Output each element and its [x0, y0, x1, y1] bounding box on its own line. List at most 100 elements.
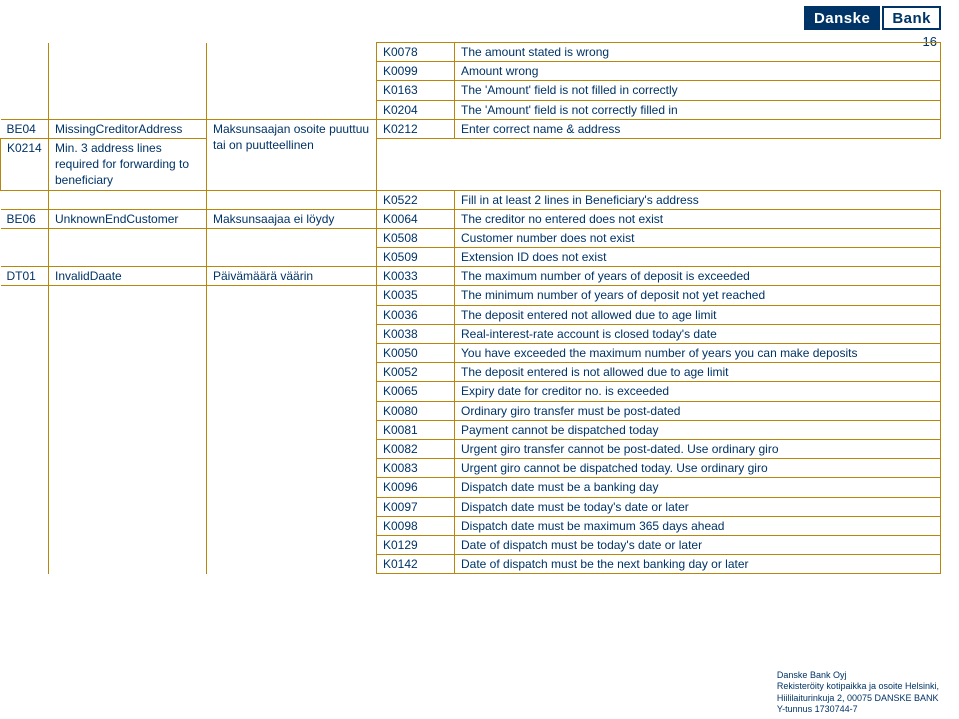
description-cell: The creditor no entered does not exist [455, 209, 941, 228]
code-cell: K0508 [377, 228, 455, 247]
code-cell: K0080 [377, 401, 455, 420]
table-row: K0097Dispatch date must be today's date … [1, 497, 941, 516]
description-cell: The minimum number of years of deposit n… [455, 286, 941, 305]
empty-cell [49, 190, 207, 209]
footer-line: Danske Bank Oyj [777, 670, 939, 681]
empty-cell [207, 439, 377, 458]
table-row: K0214Min. 3 address lines required for f… [1, 138, 941, 190]
error-group-code: BE06 [1, 209, 49, 228]
empty-cell [207, 190, 377, 209]
footer-line: Hiililaiturinkuja 2, 00075 DANSKE BANK [777, 693, 939, 704]
code-cell: K0052 [377, 363, 455, 382]
table-row: K0082Urgent giro transfer cannot be post… [1, 439, 941, 458]
table-row: K0509Extension ID does not exist [1, 248, 941, 267]
code-cell: K0099 [377, 62, 455, 81]
empty-cell [207, 382, 377, 401]
table-row: K0204The 'Amount' field is not correctly… [1, 100, 941, 119]
logo-bank: Bank [882, 6, 941, 30]
empty-cell [1, 535, 49, 554]
code-cell: K0065 [377, 382, 455, 401]
code-cell: K0163 [377, 81, 455, 100]
table-row: K0142Date of dispatch must be the next b… [1, 555, 941, 574]
description-cell: Date of dispatch must be the next bankin… [455, 555, 941, 574]
empty-cell [207, 555, 377, 574]
error-group-desc: Maksunsaajaa ei löydy [207, 209, 377, 228]
empty-cell [1, 324, 49, 343]
codes-table: K0078The amount stated is wrong K0099Amo… [0, 42, 941, 574]
description-cell: The amount stated is wrong [455, 43, 941, 62]
table-row: K0050You have exceeded the maximum numbe… [1, 344, 941, 363]
table-row: K0035The minimum number of years of depo… [1, 286, 941, 305]
empty-cell [49, 81, 207, 100]
empty-cell [1, 62, 49, 81]
empty-cell [207, 363, 377, 382]
description-cell: The deposit entered not allowed due to a… [455, 305, 941, 324]
description-cell: The 'Amount' field is not filled in corr… [455, 81, 941, 100]
table-row: K0099Amount wrong [1, 62, 941, 81]
empty-cell [207, 305, 377, 324]
description-cell: The deposit entered is not allowed due t… [455, 363, 941, 382]
description-cell: Customer number does not exist [455, 228, 941, 247]
empty-cell [49, 62, 207, 81]
code-cell: K0098 [377, 516, 455, 535]
table-row: BE04MissingCreditorAddressMaksunsaajan o… [1, 119, 941, 138]
table-row: K0083Urgent giro cannot be dispatched to… [1, 459, 941, 478]
error-group-name: InvalidDaate [49, 267, 207, 286]
description-cell: You have exceeded the maximum number of … [455, 344, 941, 363]
description-cell: Enter correct name & address [455, 119, 941, 138]
code-cell: K0142 [377, 555, 455, 574]
empty-cell [1, 248, 49, 267]
table-row: K0098Dispatch date must be maximum 365 d… [1, 516, 941, 535]
empty-cell [1, 555, 49, 574]
code-cell: K0204 [377, 100, 455, 119]
table-row: K0508Customer number does not exist [1, 228, 941, 247]
empty-cell [207, 535, 377, 554]
table-row: K0096Dispatch date must be a banking day [1, 478, 941, 497]
description-cell: Date of dispatch must be today's date or… [455, 535, 941, 554]
empty-cell [1, 459, 49, 478]
error-group-code: BE04 [1, 119, 49, 138]
description-cell: Payment cannot be dispatched today [455, 420, 941, 439]
empty-cell [207, 228, 377, 247]
table-row: K0078The amount stated is wrong [1, 43, 941, 62]
empty-cell [207, 420, 377, 439]
table-row: DT01InvalidDaatePäivämäärä väärinK0033Th… [1, 267, 941, 286]
error-group-name: MissingCreditorAddress [49, 119, 207, 138]
code-cell: K0212 [377, 119, 455, 138]
empty-cell [49, 439, 207, 458]
code-cell: K0522 [377, 190, 455, 209]
empty-cell [1, 382, 49, 401]
empty-cell [49, 535, 207, 554]
description-cell: Real-interest-rate account is closed tod… [455, 324, 941, 343]
empty-cell [1, 100, 49, 119]
empty-cell [49, 363, 207, 382]
empty-cell [49, 516, 207, 535]
description-cell: Min. 3 address lines required for forwar… [49, 138, 207, 190]
code-cell: K0509 [377, 248, 455, 267]
empty-cell [49, 305, 207, 324]
empty-cell [1, 286, 49, 305]
description-cell: Fill in at least 2 lines in Beneficiary'… [455, 190, 941, 209]
empty-cell [207, 248, 377, 267]
empty-cell [1, 344, 49, 363]
empty-cell [49, 459, 207, 478]
error-group-code: DT01 [1, 267, 49, 286]
code-cell: K0096 [377, 478, 455, 497]
empty-cell [49, 420, 207, 439]
code-cell: K0064 [377, 209, 455, 228]
table-row: K0065Expiry date for creditor no. is exc… [1, 382, 941, 401]
empty-cell [207, 478, 377, 497]
error-group-desc: Päivämäärä väärin [207, 267, 377, 286]
code-cell: K0038 [377, 324, 455, 343]
code-cell: K0036 [377, 305, 455, 324]
code-cell: K0097 [377, 497, 455, 516]
empty-cell [1, 478, 49, 497]
empty-cell [207, 100, 377, 119]
empty-cell [49, 478, 207, 497]
footer-line: Rekisteröity kotipaikka ja osoite Helsin… [777, 681, 939, 692]
empty-cell [207, 81, 377, 100]
description-cell: Expiry date for creditor no. is exceeded [455, 382, 941, 401]
empty-cell [207, 497, 377, 516]
empty-cell [207, 43, 377, 62]
description-cell: The 'Amount' field is not correctly fill… [455, 100, 941, 119]
